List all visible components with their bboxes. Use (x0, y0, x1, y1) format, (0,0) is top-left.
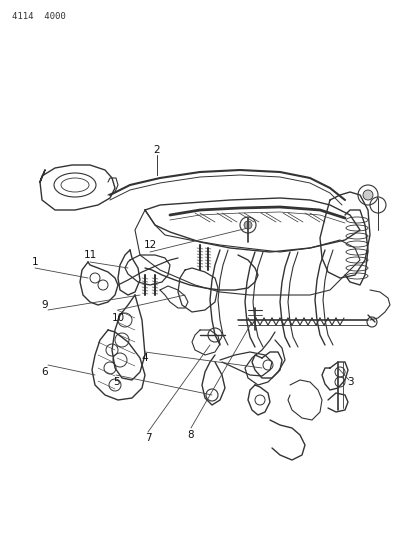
Text: 5: 5 (113, 377, 119, 387)
Circle shape (244, 221, 252, 229)
Circle shape (363, 190, 373, 200)
Text: 11: 11 (83, 250, 97, 260)
Text: 6: 6 (42, 367, 48, 377)
Text: 7: 7 (145, 433, 151, 443)
Text: 1: 1 (32, 257, 38, 267)
Text: 12: 12 (143, 240, 157, 250)
Text: 4: 4 (142, 353, 149, 363)
Text: 3: 3 (347, 377, 353, 387)
Text: 8: 8 (188, 430, 194, 440)
Text: 10: 10 (111, 313, 124, 323)
Text: 2: 2 (154, 145, 160, 155)
Text: 9: 9 (42, 300, 48, 310)
Text: 4114  4000: 4114 4000 (12, 12, 66, 21)
